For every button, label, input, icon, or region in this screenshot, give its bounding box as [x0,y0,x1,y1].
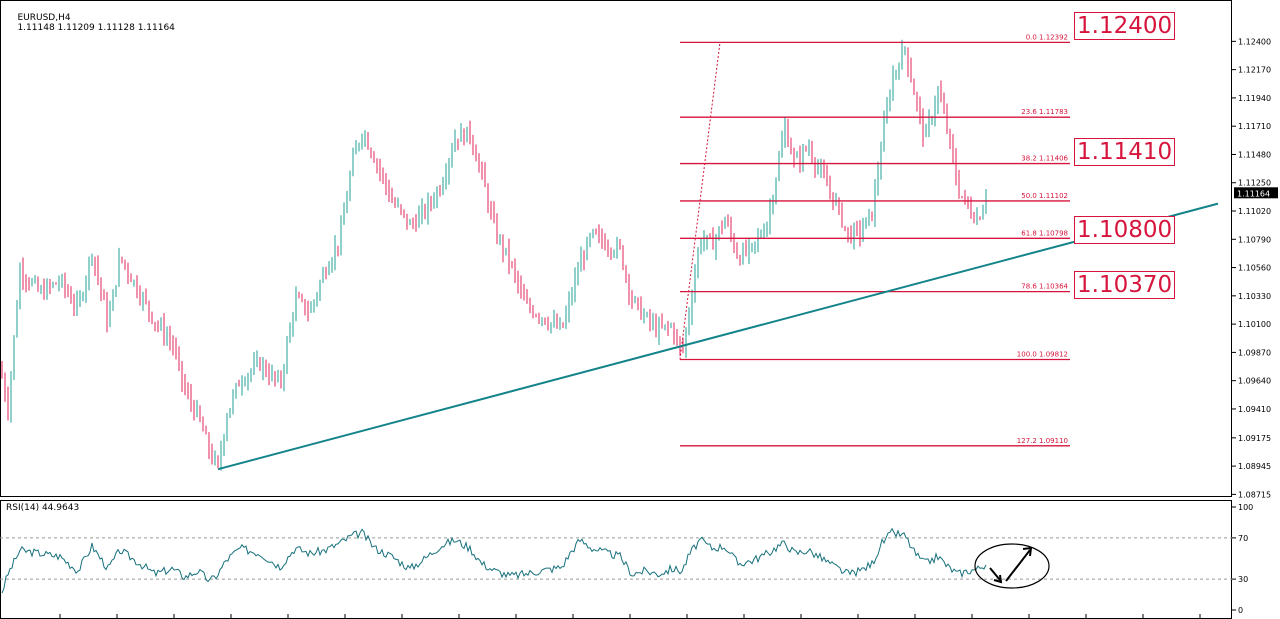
price-tick-label: 1.10100 [1238,320,1271,329]
price-tick-label: 1.10560 [1238,264,1271,273]
rsi-tick-label: 70 [1238,534,1248,543]
price-tick-label: 1.11940 [1238,94,1271,103]
main-pane-border [0,0,1232,497]
fib-level-label: 127.2 1.09110 [1017,437,1068,445]
symbol-timeframe: EURUSD,H4 [17,13,71,23]
price-tick-label: 1.12400 [1238,37,1271,46]
callout-level-3: 1.10800 [1074,216,1176,244]
fib-level-label: 78.6 1.10364 [1021,283,1068,291]
price-tick-label: 1.09175 [1238,434,1271,443]
rsi-indicator [0,527,1232,594]
price-tick-label: 1.11020 [1238,207,1271,216]
rsi-axis: 100 70 30 0 [1232,503,1253,615]
callout-level-1: 1.12400 [1074,12,1176,40]
fib-level-label: 100.0 1.09812 [1017,351,1068,359]
price-tick-label: 1.10330 [1238,292,1271,301]
price-tick-label: 1.09640 [1238,377,1271,386]
fib-level-label: 23.6 1.11783 [1021,108,1068,116]
price-tick-label: 1.08715 [1238,490,1271,499]
fib-level-label: 50.0 1.11102 [1021,192,1068,200]
fib-anchor-line [679,42,721,360]
current-price-box [1234,187,1278,199]
candles [1,39,987,471]
price-axis: 1.12400 1.12170 1.11940 1.11710 1.11480 1.112… [1232,37,1278,499]
trendline [217,202,1219,471]
annotation-ellipse [974,543,1050,589]
fibonacci-levels[interactable]: 0.0 1.12392 23.6 1.11783 38.2 1.11406 50.0 … [679,33,1070,447]
rsi-tick-label: 30 [1238,575,1248,584]
callout-level-2: 1.11410 [1074,138,1176,166]
price-tick-label: 1.11250 [1238,179,1271,188]
fib-level-label: 0.0 1.12392 [1026,33,1068,41]
rsi-annotation [59,543,1201,619]
price-tick-label: 1.08945 [1238,462,1271,471]
fib-level-label: 61.8 1.10798 [1021,229,1068,237]
current-price-label: 1.11164 [1237,189,1270,198]
ohlc-values: 1.11148 1.11209 1.11128 1.11164 [17,23,175,33]
symbol-header: EURUSD,H4 1.11148 1.11209 1.11128 1.1116… [6,3,175,43]
fib-level-label: 38.2 1.11406 [1021,155,1068,163]
price-tick-label: 1.09410 [1238,405,1271,414]
annotation-arrowhead-down [993,574,1003,584]
annotation-arrow-down [989,567,1001,581]
rsi-tick-label: 100 [1238,503,1253,512]
price-tick-label: 1.12170 [1238,66,1271,75]
rsi-line [1,527,987,594]
price-tick-label: 1.11480 [1238,150,1271,159]
trendline-group[interactable] [217,202,1219,471]
price-tick-label: 1.11710 [1238,122,1271,131]
callout-level-4: 1.10370 [1074,271,1176,299]
price-tick-label: 1.09870 [1238,348,1271,357]
rsi-tick-label: 0 [1238,606,1243,615]
annotation-arrowhead-up [1022,546,1033,557]
annotation-arrow-up [1005,549,1031,582]
rsi-header: RSI(14) 44.9643 [6,503,80,513]
price-tick-label: 1.10790 [1238,235,1271,244]
